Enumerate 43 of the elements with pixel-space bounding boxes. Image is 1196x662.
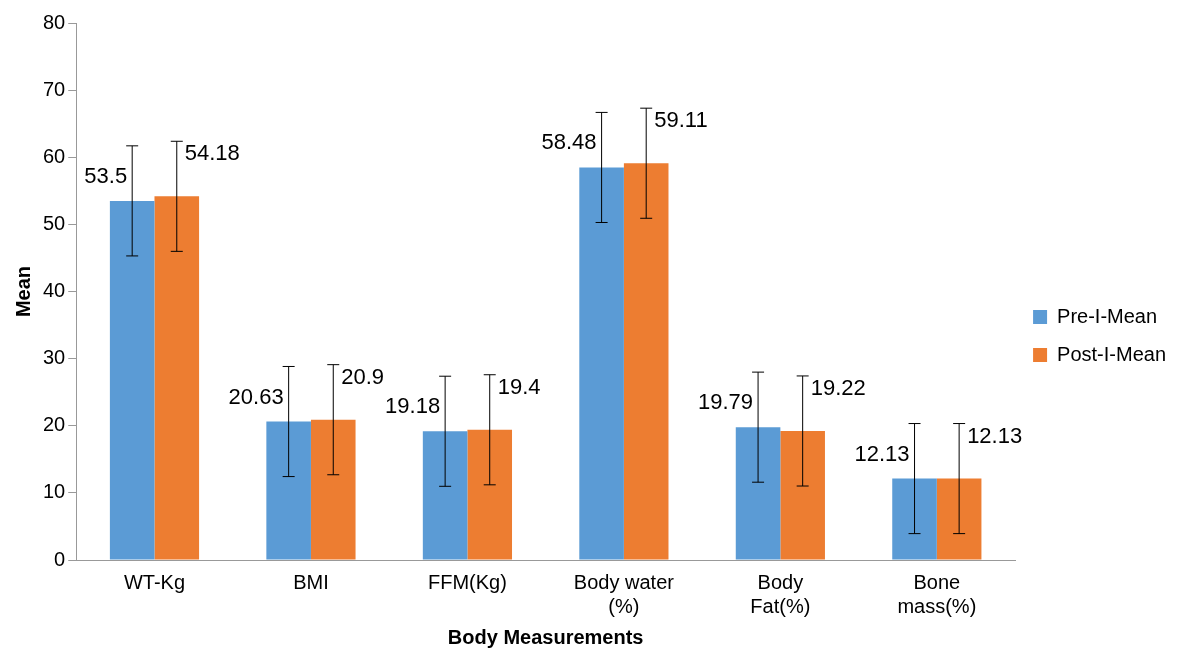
data-label: 20.63 [228, 383, 284, 409]
legend-label: Post-I-Mean [1057, 342, 1167, 365]
data-label: 59.11 [654, 107, 708, 133]
data-label: 12.13 [854, 440, 910, 466]
bar [467, 429, 513, 560]
bar [892, 478, 937, 560]
legend-label: Pre-I-Mean [1057, 304, 1158, 327]
y-tick-label: 70 [43, 77, 66, 100]
bar [735, 427, 781, 560]
bar [266, 421, 311, 560]
bar [936, 478, 982, 560]
data-label: 19.4 [497, 373, 541, 399]
x-tick-label: Body water (%) [573, 570, 675, 617]
y-tick-label: 10 [43, 480, 66, 503]
x-tick-label: BMI [293, 570, 329, 593]
y-tick-label: 20 [43, 413, 66, 436]
y-tick-label: 30 [43, 346, 66, 369]
y-axis-title: Mean [11, 265, 34, 318]
bar [154, 196, 200, 560]
y-tick-label: 40 [43, 279, 66, 302]
data-label: 12.13 [967, 422, 1023, 448]
data-label: 19.79 [698, 389, 754, 415]
y-tick-label: 80 [43, 10, 66, 33]
bar [780, 430, 825, 560]
bar [623, 163, 669, 560]
data-label: 54.18 [184, 140, 240, 166]
data-label: 58.48 [541, 129, 597, 155]
bar [109, 200, 155, 560]
data-label: 19.22 [810, 374, 866, 400]
bar [422, 431, 468, 560]
x-tick-label: Body Fat(%) [750, 570, 811, 617]
y-tick-label: 50 [43, 211, 66, 234]
data-label: 53.5 [84, 162, 128, 188]
x-tick-label: Bone mass(%) [897, 570, 977, 617]
x-axis-title: Body Measurements [447, 625, 644, 648]
y-tick-label: 0 [54, 547, 66, 570]
bar [310, 419, 356, 560]
data-label: 19.18 [385, 393, 441, 419]
x-tick-label: WT-Kg [123, 570, 186, 593]
data-label: 20.9 [341, 363, 385, 389]
x-tick-label: FFM(Kg) [427, 570, 507, 593]
y-tick-label: 60 [43, 144, 66, 167]
bar [579, 167, 624, 560]
